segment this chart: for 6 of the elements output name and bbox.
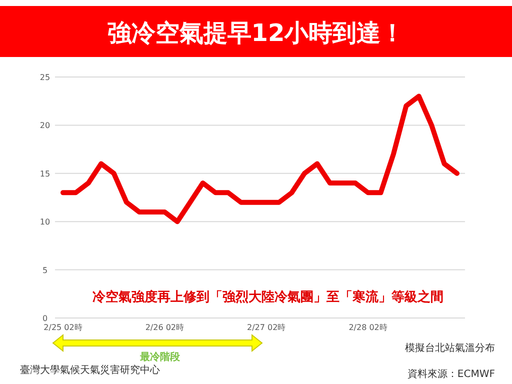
annotation: 資料來源：ECMWF: [407, 369, 495, 380]
annotation: 冷空氣強度再上修到「強烈大陸冷氣團」至「寒流」等級之間: [92, 290, 444, 305]
title: 強冷空氣提早12小時到達！: [107, 19, 405, 47]
annotation: 最冷階段: [140, 352, 180, 363]
annotation: 臺灣大學氣候天氣災害研究中心: [20, 365, 160, 376]
annotation: 模擬台北站氣溫分布: [405, 343, 495, 354]
